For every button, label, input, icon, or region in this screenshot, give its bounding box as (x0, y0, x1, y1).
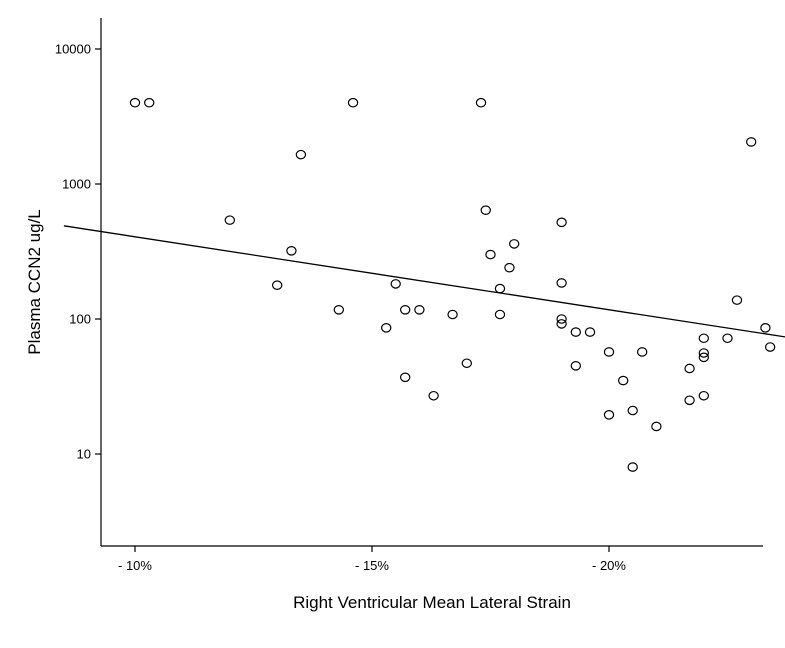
x-ticks: - 10%- 15%- 20%- 25%- 30%- 35% (118, 546, 626, 573)
data-point (603, 347, 615, 357)
data-point (494, 283, 506, 294)
data-point (731, 295, 743, 305)
data-point (698, 348, 710, 358)
y-axis-title: Plasma CCN2 ug/L (25, 209, 44, 355)
data-point (584, 327, 596, 337)
data-point (627, 462, 638, 472)
data-point (485, 249, 496, 260)
data-point (698, 333, 710, 344)
data-point (504, 262, 515, 273)
x-tick-label: - 15% (355, 558, 389, 573)
data-point (399, 372, 411, 383)
y-tick-label: 10000 (55, 42, 91, 57)
data-point (684, 363, 695, 374)
data-point (698, 352, 710, 363)
data-point (556, 314, 567, 324)
data-point (618, 375, 629, 386)
data-point (414, 304, 425, 315)
data-point (224, 215, 235, 225)
data-point (627, 405, 638, 416)
data-point (746, 137, 757, 147)
data-point (347, 97, 359, 108)
data-point (494, 309, 506, 320)
data-point (651, 421, 662, 432)
data-point (399, 304, 411, 315)
data-point (556, 278, 567, 288)
data-point (428, 390, 439, 401)
x-tick-label: - 10% (118, 558, 152, 573)
data-point (144, 97, 155, 108)
data-point (461, 358, 472, 369)
data-point (447, 309, 458, 320)
data-point (570, 327, 582, 337)
data-point (603, 410, 615, 420)
data-point (636, 347, 648, 357)
y-tick-label: 10 (77, 447, 91, 462)
x-tick-label: - 20% (592, 558, 626, 573)
data-point (722, 333, 733, 344)
data-point (475, 97, 487, 108)
data-points (129, 97, 776, 472)
data-point (272, 280, 283, 290)
data-point (390, 279, 401, 289)
data-point (295, 149, 307, 160)
regression-line-layer (63, 225, 785, 338)
y-tick-label: 1000 (62, 177, 91, 192)
data-point (509, 239, 520, 249)
data-point (698, 390, 710, 401)
data-point (480, 205, 491, 215)
y-tick-label: 100 (69, 312, 91, 327)
data-point (381, 323, 392, 333)
data-point (684, 395, 695, 406)
data-point (764, 342, 776, 352)
x-axis-title: Right Ventricular Mean Lateral Strain (293, 593, 571, 612)
data-point (556, 217, 567, 228)
data-point (333, 304, 345, 315)
data-point (129, 97, 141, 108)
data-point (760, 323, 771, 333)
regression-line (63, 225, 785, 338)
data-point (286, 246, 297, 256)
data-point (570, 361, 582, 371)
y-ticks: 10 100 1000 10000 (55, 42, 101, 462)
axes (100, 18, 763, 547)
data-point (556, 319, 567, 329)
